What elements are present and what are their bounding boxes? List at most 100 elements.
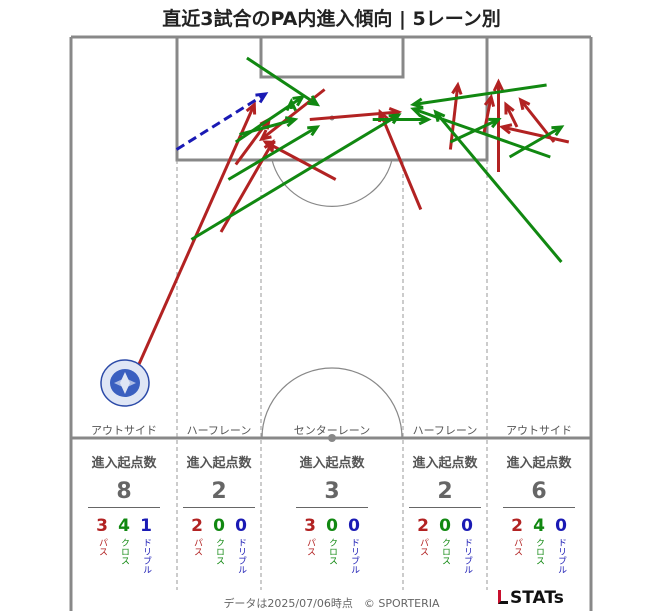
- stats-total: 8: [116, 479, 132, 504]
- cross-arrow-head: [488, 117, 502, 129]
- lane-stats-center: 進入起点数 3 3 パス 0 クロス 0 ドリブル: [261, 452, 403, 574]
- data-date-footer: データは2025/07/06時点 © SPORTERIA: [223, 597, 440, 610]
- pass-arrow-shaft: [378, 111, 423, 211]
- stats-rule: [296, 507, 368, 508]
- stats-rule: [503, 507, 575, 508]
- chart-title: 直近3試合のPA内進入傾向 | 5レーン別: [162, 8, 501, 30]
- pass-arrow-head: [262, 140, 276, 151]
- lane-label-halfspace-right: ハーフレーン: [412, 424, 478, 437]
- stats-total: 6: [531, 479, 547, 504]
- cross-count: 0 クロス: [437, 516, 453, 574]
- pass-count: 2 パス: [189, 516, 205, 574]
- lane-stats-outside-right: 進入起点数 6 2 パス 4 クロス 0 ドリブル: [487, 452, 591, 574]
- lane-stats-halfspace-left: 進入起点数 2 2 パス 0 クロス 0 ドリブル: [177, 452, 261, 574]
- lane-label-outside-left: アウトサイド: [91, 424, 157, 437]
- lane-dividers: [176, 160, 488, 590]
- pass-arrow: [498, 123, 570, 144]
- stats-rule: [409, 507, 481, 508]
- penalty-arc: [271, 159, 393, 207]
- cross-count: 4 クロス: [531, 516, 547, 574]
- cross-arrow: [372, 113, 432, 126]
- cross-arrow: [239, 116, 299, 136]
- dribble-arrow-shaft: [175, 92, 267, 151]
- cross-arrow: [410, 106, 551, 159]
- stats-header: 進入起点数: [299, 456, 365, 471]
- cross-arrow-head: [418, 113, 432, 126]
- cross-arrow-head: [409, 97, 424, 109]
- lane-label-halfspace-left: ハーフレーン: [186, 424, 252, 437]
- pass-arrow-shaft: [448, 84, 460, 150]
- cross-arrow: [234, 95, 306, 144]
- cross-arrow-head: [307, 95, 321, 107]
- stats-breakdown: 2 パス 0 クロス 0 ドリブル: [177, 516, 261, 574]
- pass-arrow: [262, 140, 337, 181]
- brand-text: STATs: [510, 588, 564, 608]
- dribble-count: 0 ドリブル: [346, 516, 362, 574]
- pass-arrow: [492, 78, 505, 172]
- pass-arrow-head: [492, 78, 505, 92]
- pass-arrow: [119, 101, 257, 406]
- stats-rule: [88, 507, 160, 508]
- dribble-arrow: [175, 92, 269, 151]
- dribble-count-label: ドリブル: [141, 538, 151, 574]
- pass-arrow-shaft: [501, 125, 570, 144]
- dribble-count: 1 ドリブル: [138, 516, 154, 574]
- pass-count: 2 パス: [509, 516, 525, 574]
- cross-count: 0 クロス: [324, 516, 340, 574]
- goal-area: [259, 35, 405, 79]
- pass-arrow: [482, 93, 496, 135]
- cross-arrow-shaft: [234, 95, 304, 144]
- lane-stats-halfspace-right: 進入起点数 2 2 パス 0 クロス 0 ドリブル: [403, 452, 487, 574]
- cross-arrow-shaft: [246, 56, 319, 106]
- stats-total: 2: [437, 479, 453, 504]
- lane-stats-outside-left: 進入起点数 8 3 パス 4 クロス 1 ドリブル: [71, 452, 177, 574]
- pass-arrow-head: [504, 101, 515, 115]
- dribble-count-value: 1: [140, 516, 152, 536]
- cross-arrow: [508, 125, 565, 159]
- dribble-count: 0 ドリブル: [459, 516, 475, 574]
- pass-arrow: [504, 101, 519, 128]
- pass-count-value: 3: [96, 516, 108, 536]
- stats-total: 3: [324, 479, 340, 504]
- cross-arrow: [227, 125, 321, 181]
- pass-arrow-shaft: [309, 110, 399, 121]
- cross-count-value: 0: [439, 516, 451, 536]
- club-crest: [100, 359, 150, 407]
- pass-count-value: 2: [417, 516, 429, 536]
- center-circle: [261, 367, 403, 439]
- cross-count-value: 0: [326, 516, 338, 536]
- cross-arrow-shaft: [190, 113, 400, 241]
- stats-breakdown: 3 パス 0 クロス 0 ドリブル: [261, 516, 403, 574]
- pass-count: 3 パス: [94, 516, 110, 574]
- cross-arrow-shaft: [412, 107, 551, 159]
- dribble-count-value: 0: [555, 516, 567, 536]
- pass-count-value: 2: [191, 516, 203, 536]
- dribble-count-label: ドリブル: [462, 538, 472, 574]
- pass-count: 3 パス: [302, 516, 318, 574]
- cross-arrow-shaft: [239, 118, 296, 136]
- cross-arrow-shaft: [227, 125, 318, 181]
- stats-breakdown: 3 パス 4 クロス 1 ドリブル: [71, 516, 177, 574]
- lane-label-center: センターレーン: [293, 424, 371, 437]
- pass-arrow-head: [483, 93, 496, 108]
- cross-arrow: [246, 56, 321, 107]
- dribble-count-value: 0: [461, 516, 473, 536]
- pass-arrow-shaft: [504, 103, 519, 128]
- dribble-count-label: ドリブル: [349, 538, 359, 574]
- brand-icon: [498, 590, 508, 604]
- dribble-count-label: ドリブル: [236, 538, 246, 574]
- stats-total: 2: [211, 479, 227, 504]
- stats-header: 進入起点数: [412, 456, 478, 471]
- cross-arrow-head: [410, 106, 424, 118]
- cross-count-label: クロス: [119, 538, 129, 565]
- cross-arrow-shaft: [434, 111, 563, 263]
- center-spot: [328, 434, 336, 442]
- cross-count-label: クロス: [214, 538, 224, 565]
- cross-count-label: クロス: [327, 538, 337, 565]
- cross-arrow-head: [551, 125, 565, 137]
- entry-arrows: [119, 56, 570, 406]
- arcs: [261, 159, 403, 439]
- stats-header: 進入起点数: [91, 456, 157, 471]
- pass-arrow-head: [518, 97, 531, 111]
- cross-arrow-head: [292, 95, 306, 107]
